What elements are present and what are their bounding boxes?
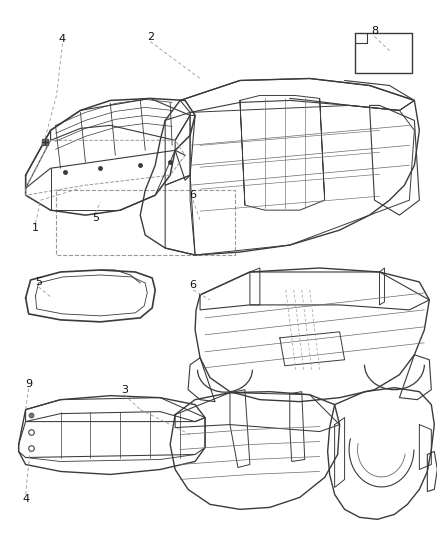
- Bar: [385, 160, 406, 169]
- Bar: [385, 146, 406, 154]
- Text: 4: 4: [22, 495, 29, 504]
- Bar: [385, 190, 406, 199]
- Bar: [385, 175, 406, 184]
- Text: 3: 3: [121, 385, 128, 394]
- Text: 6: 6: [190, 190, 197, 200]
- Bar: [385, 131, 406, 139]
- Text: 1: 1: [32, 223, 39, 233]
- Text: 5: 5: [35, 277, 42, 287]
- Text: 6: 6: [190, 280, 197, 290]
- Text: 4: 4: [59, 34, 66, 44]
- Bar: [56, 190, 235, 255]
- Text: 8: 8: [371, 26, 378, 36]
- Text: 9: 9: [25, 378, 32, 389]
- Text: 5: 5: [92, 213, 99, 223]
- Text: 2: 2: [147, 31, 154, 42]
